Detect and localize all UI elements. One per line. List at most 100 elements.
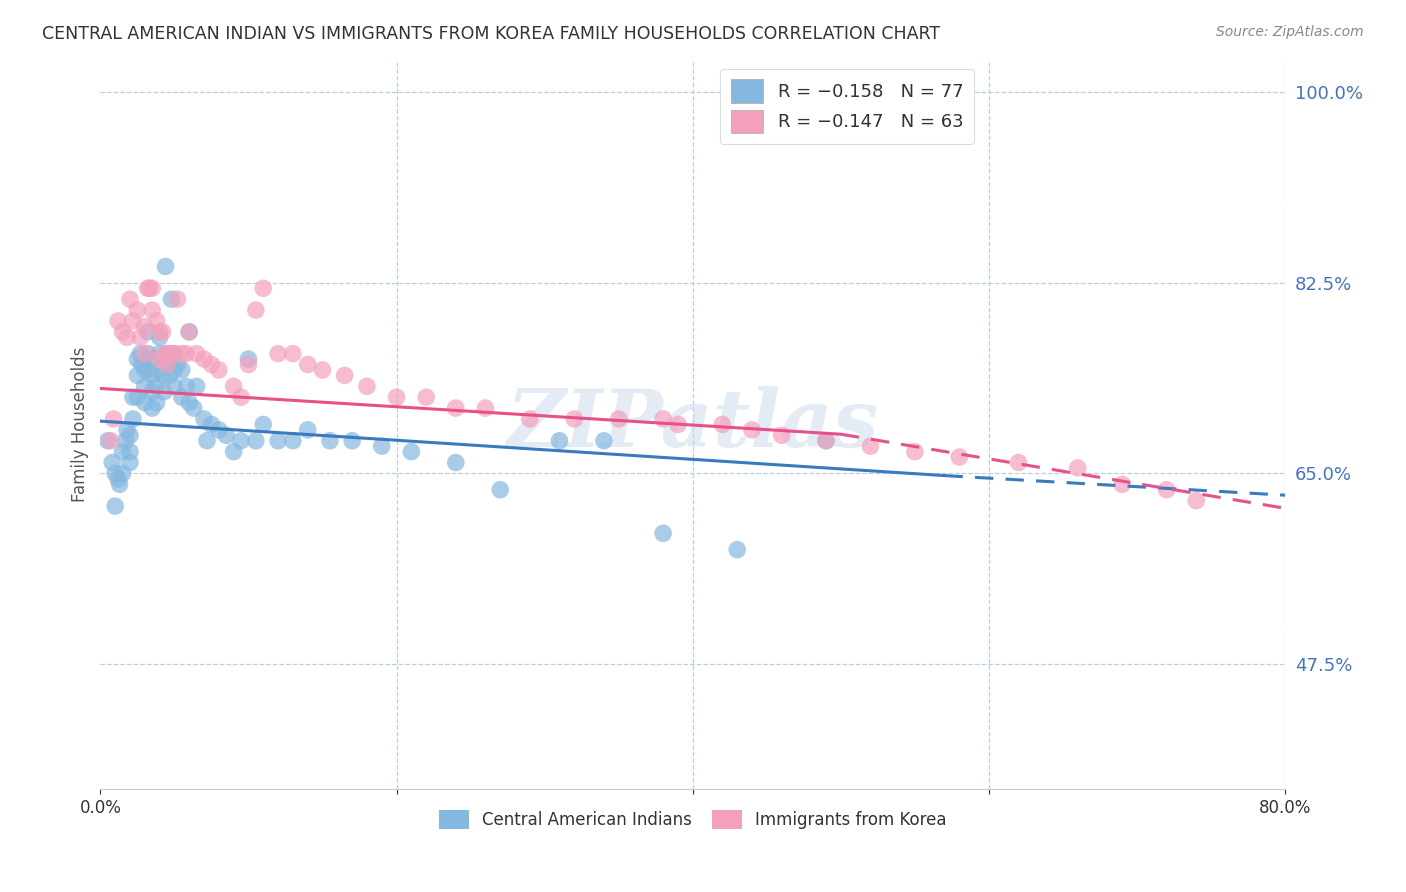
Point [111, 325, 134, 339]
Point [155, 346, 177, 360]
Point [127, 390, 149, 404]
Point [200, 358, 222, 372]
Point [1007, 456, 1029, 470]
Point [948, 450, 970, 464]
Point [297, 423, 319, 437]
Point [141, 352, 163, 367]
Point [129, 330, 152, 344]
Point [252, 281, 274, 295]
Point [652, 526, 675, 541]
Point [118, 292, 141, 306]
Point [131, 358, 153, 372]
Point [149, 352, 172, 367]
Point [904, 444, 927, 458]
Point [371, 439, 394, 453]
Point [127, 368, 149, 383]
Point [141, 384, 163, 399]
Point [711, 417, 734, 432]
Point [104, 499, 127, 513]
Point [118, 456, 141, 470]
Point [815, 434, 838, 448]
Point [186, 379, 208, 393]
Point [138, 363, 160, 377]
Point [108, 477, 131, 491]
Point [134, 346, 156, 360]
Point [136, 281, 159, 295]
Point [134, 379, 156, 393]
Point [163, 346, 186, 360]
Text: ZIPatlas: ZIPatlas [506, 385, 879, 463]
Point [200, 417, 222, 432]
Point [401, 444, 423, 458]
Point [170, 390, 193, 404]
Point [149, 325, 172, 339]
Point [1156, 483, 1178, 497]
Point [115, 423, 138, 437]
Point [267, 346, 290, 360]
Point [107, 472, 129, 486]
Point [149, 346, 172, 360]
Point [815, 434, 838, 448]
Point [111, 467, 134, 481]
Point [145, 314, 167, 328]
Text: CENTRAL AMERICAN INDIAN VS IMMIGRANTS FROM KOREA FAMILY HOUSEHOLDS CORRELATION C: CENTRAL AMERICAN INDIAN VS IMMIGRANTS FR… [42, 25, 941, 43]
Point [186, 346, 208, 360]
Point [141, 303, 163, 318]
Point [593, 434, 616, 448]
Point [166, 358, 188, 372]
Point [159, 368, 181, 383]
Point [156, 358, 179, 372]
Point [281, 434, 304, 448]
Point [215, 428, 238, 442]
Legend: Central American Indians, Immigrants from Korea: Central American Indians, Immigrants fro… [432, 803, 953, 836]
Point [245, 303, 267, 318]
Point [229, 390, 252, 404]
Text: Source: ZipAtlas.com: Source: ZipAtlas.com [1216, 25, 1364, 39]
Point [160, 292, 183, 306]
Point [725, 542, 748, 557]
Point [281, 346, 304, 360]
Point [104, 467, 127, 481]
Point [149, 363, 172, 377]
Point [562, 412, 585, 426]
Point [163, 363, 186, 377]
Point [118, 428, 141, 442]
Point [252, 417, 274, 432]
Point [519, 412, 541, 426]
Point [770, 428, 793, 442]
Point [548, 434, 571, 448]
Point [170, 346, 193, 360]
Point [179, 395, 201, 409]
Point [444, 401, 467, 415]
Point [153, 384, 176, 399]
Point [134, 395, 156, 409]
Point [193, 412, 215, 426]
Point [103, 412, 125, 426]
Point [97, 434, 120, 448]
Point [174, 346, 197, 360]
Point [122, 314, 145, 328]
Point [129, 346, 152, 360]
Point [229, 434, 252, 448]
Point [141, 401, 163, 415]
Point [208, 363, 231, 377]
Point [156, 358, 179, 372]
Point [101, 456, 124, 470]
Point [311, 363, 333, 377]
Point [166, 292, 188, 306]
Point [100, 434, 122, 448]
Point [319, 434, 342, 448]
Point [297, 358, 319, 372]
Point [238, 358, 260, 372]
Point [245, 434, 267, 448]
Point [489, 483, 512, 497]
Point [1067, 461, 1090, 475]
Point [134, 319, 156, 334]
Point [107, 314, 129, 328]
Point [652, 412, 675, 426]
Point [141, 281, 163, 295]
Point [114, 434, 136, 448]
Point [159, 346, 181, 360]
Point [607, 412, 630, 426]
Point [179, 325, 201, 339]
